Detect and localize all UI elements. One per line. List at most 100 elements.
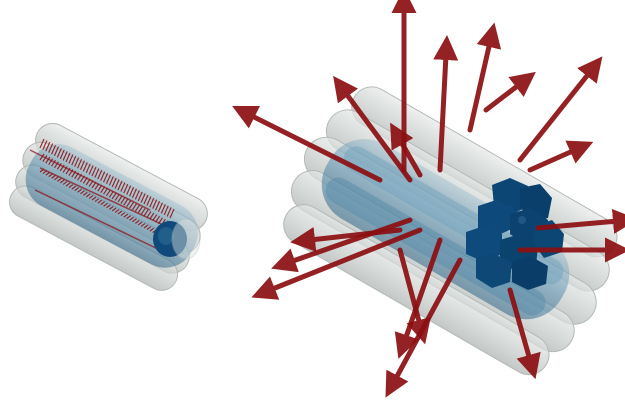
small-arrow — [54, 176, 59, 181]
large-arrow — [290, 227, 403, 252]
small-arrow — [85, 193, 91, 198]
small-arrow — [146, 211, 152, 218]
small-fiber-bundle — [9, 122, 208, 291]
small-arrow — [131, 188, 137, 199]
small-arrow — [152, 199, 158, 209]
large-arrow — [467, 22, 502, 133]
small-arrow — [88, 194, 94, 199]
small-arrow — [132, 218, 137, 223]
small-arrow — [100, 171, 106, 181]
large-arrow — [483, 71, 536, 113]
small-arrow — [68, 184, 74, 189]
small-arrow — [157, 202, 163, 213]
large-arrow — [390, 122, 423, 178]
small-arrow — [123, 213, 129, 218]
small-arrow — [114, 208, 120, 213]
small-arrow — [77, 158, 83, 169]
small-arrow — [97, 199, 103, 204]
small-arrow — [140, 222, 146, 227]
small-arrow — [94, 168, 100, 178]
small-arrow — [160, 204, 166, 214]
small-arrow — [94, 198, 100, 203]
small-arrow — [120, 197, 126, 204]
small-arrow — [82, 162, 88, 172]
small-arrow — [65, 152, 71, 163]
small-arrow — [137, 206, 143, 214]
small-arrow — [108, 205, 114, 210]
small-arrow — [51, 144, 57, 155]
small-arrow — [143, 224, 149, 229]
small-arrow — [74, 187, 80, 192]
small-arrow — [105, 174, 111, 185]
fiber-arrow-line — [39, 167, 171, 229]
small-arrow — [137, 221, 143, 226]
small-arrow — [79, 160, 85, 171]
small-arrow — [68, 154, 74, 164]
small-arrow — [117, 195, 123, 203]
small-arrow — [126, 215, 132, 220]
small-arrow — [108, 191, 114, 198]
small-arrow — [53, 161, 59, 169]
left-arrow-field — [29, 138, 175, 251]
large-arrow — [232, 106, 383, 183]
small-arrow — [48, 143, 54, 153]
small-arrow — [114, 194, 120, 201]
large-fiber-bundle — [232, 0, 625, 398]
large-arrow — [397, 247, 431, 345]
small-arrow — [137, 191, 143, 202]
small-arrow — [163, 205, 169, 216]
small-arrow — [71, 185, 77, 190]
small-arrow — [85, 163, 91, 174]
small-arrow — [105, 189, 111, 197]
small-arrow — [120, 212, 126, 217]
small-arrow — [129, 201, 135, 209]
small-arrow — [134, 190, 140, 200]
small-arrow — [114, 179, 120, 189]
small-arrow — [143, 194, 149, 205]
small-arrow — [149, 212, 155, 220]
small-arrow — [97, 169, 103, 180]
small-arrow — [117, 210, 123, 215]
small-arrow — [155, 200, 161, 211]
small-arrow — [45, 156, 51, 164]
small-arrow — [56, 163, 62, 170]
fiber-arrow-line — [29, 149, 151, 211]
small-arrow — [126, 200, 132, 207]
small-arrow — [65, 182, 71, 187]
small-arrow — [140, 193, 146, 203]
small-arrow — [134, 205, 140, 212]
small-arrow — [62, 180, 68, 185]
small-arrow — [42, 140, 48, 150]
small-arrow — [103, 172, 109, 183]
small-arrow — [56, 148, 62, 158]
small-arrow — [169, 208, 175, 219]
small-arrow — [120, 182, 126, 192]
small-arrow — [59, 149, 65, 160]
large-arrow — [251, 227, 423, 300]
large-arrow — [527, 140, 594, 173]
small-arrow — [103, 202, 108, 207]
small-arrow — [91, 196, 97, 201]
small-arrow — [108, 176, 114, 186]
small-arrow — [131, 203, 137, 211]
small-arrow — [82, 191, 88, 196]
small-arrow — [51, 159, 57, 167]
small-arrow — [123, 198, 129, 206]
small-arrow — [48, 158, 54, 165]
small-arrow — [39, 138, 45, 149]
small-arrow — [146, 226, 152, 231]
small-arrow — [59, 164, 65, 172]
small-arrow — [111, 207, 117, 212]
small-arrow — [143, 209, 149, 217]
small-arrow — [62, 151, 68, 161]
small-arrow — [111, 192, 117, 200]
large-arrow — [333, 75, 413, 183]
small-arrow — [149, 227, 155, 232]
small-arrow — [166, 207, 172, 217]
small-arrow — [126, 185, 132, 195]
right-arrow-field — [232, 0, 625, 398]
large-arrow — [433, 35, 459, 173]
small-arrow — [74, 157, 80, 167]
small-arrow — [149, 197, 155, 208]
